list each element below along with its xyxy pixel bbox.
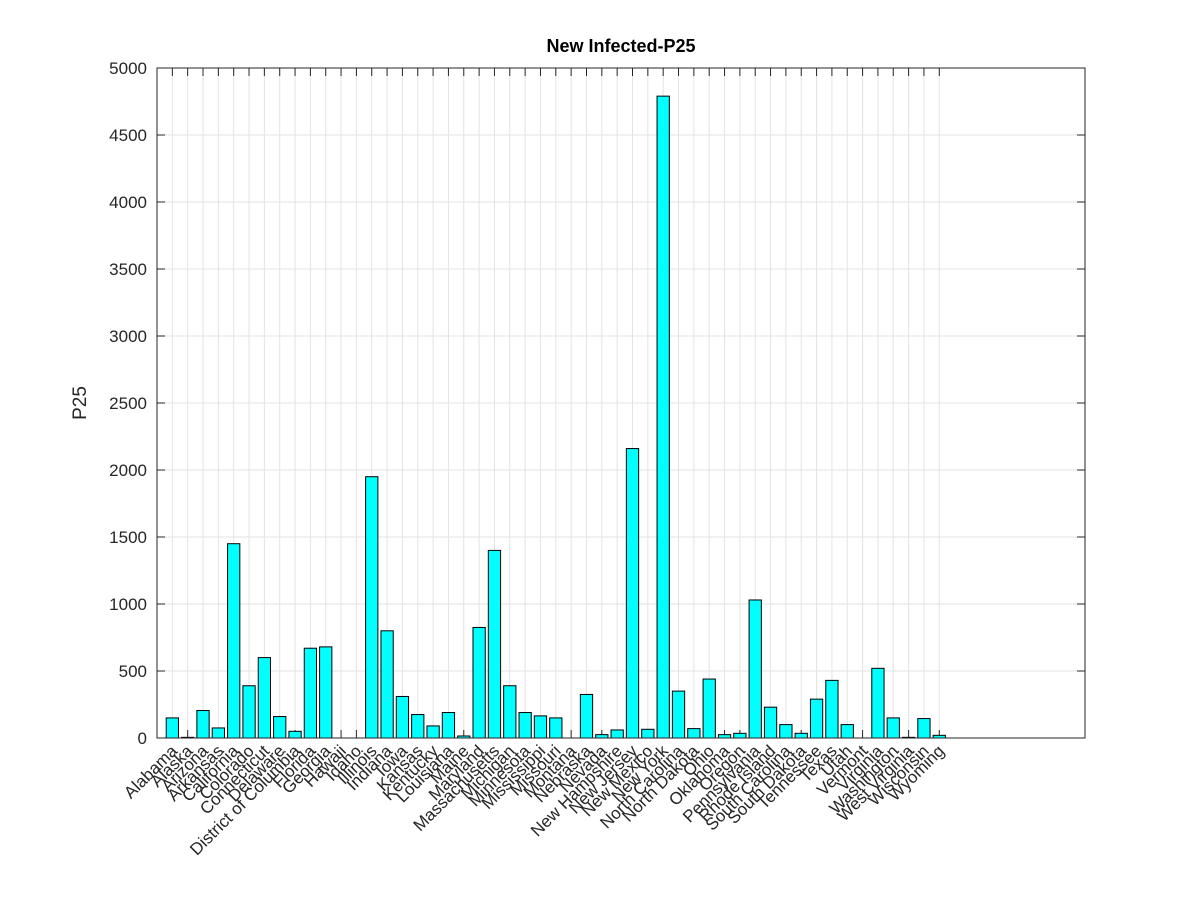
bar (794, 732, 808, 739)
bar (472, 626, 486, 739)
y-tick-label: 4500 (109, 126, 147, 145)
bar (763, 706, 778, 739)
bar (886, 717, 900, 739)
bar (733, 732, 747, 739)
bar (809, 698, 824, 739)
bar (273, 716, 287, 739)
bar (671, 690, 686, 739)
bar (518, 712, 532, 739)
y-tick-label: 3500 (109, 260, 147, 279)
bar (871, 667, 885, 739)
y-tick-label: 1500 (109, 528, 147, 547)
bar (288, 730, 302, 739)
bar (625, 448, 640, 739)
bar (533, 715, 548, 739)
bar (917, 718, 931, 739)
y-tick-label: 5000 (109, 59, 147, 78)
y-tick-label: 4000 (109, 193, 147, 212)
y-tick-label: 3000 (109, 327, 147, 346)
bar (641, 728, 655, 739)
bar (825, 679, 839, 739)
bar (165, 717, 179, 739)
bar (687, 728, 701, 739)
y-axis-label: P25 (70, 386, 91, 420)
bar (196, 710, 210, 739)
bar (610, 729, 624, 739)
bar (779, 724, 793, 739)
y-tick-label: 0 (138, 729, 147, 748)
bar (840, 724, 854, 739)
bar (303, 647, 318, 739)
bar (211, 727, 225, 739)
bar (549, 717, 563, 739)
chart-title: New Infected-P25 (546, 36, 695, 56)
y-tick-label: 2000 (109, 461, 147, 480)
bar (656, 95, 670, 739)
y-tick-label: 500 (119, 662, 147, 681)
bar (257, 657, 272, 739)
bar (426, 725, 440, 739)
grid (157, 67, 1085, 739)
bar (579, 693, 594, 739)
y-tick-label: 1000 (109, 595, 147, 614)
bar (748, 599, 762, 739)
bar (380, 630, 394, 739)
bar (595, 734, 609, 739)
bar (503, 685, 517, 739)
bar (702, 678, 716, 739)
bar (411, 714, 425, 739)
bar (441, 712, 456, 739)
bar (227, 543, 241, 739)
plot-frame (156, 67, 1086, 739)
bar (365, 476, 379, 739)
bar (717, 734, 732, 739)
bar (242, 685, 256, 739)
y-tick-label: 2500 (109, 394, 147, 413)
bar (319, 646, 333, 739)
bar (487, 549, 502, 739)
bar (395, 695, 410, 739)
